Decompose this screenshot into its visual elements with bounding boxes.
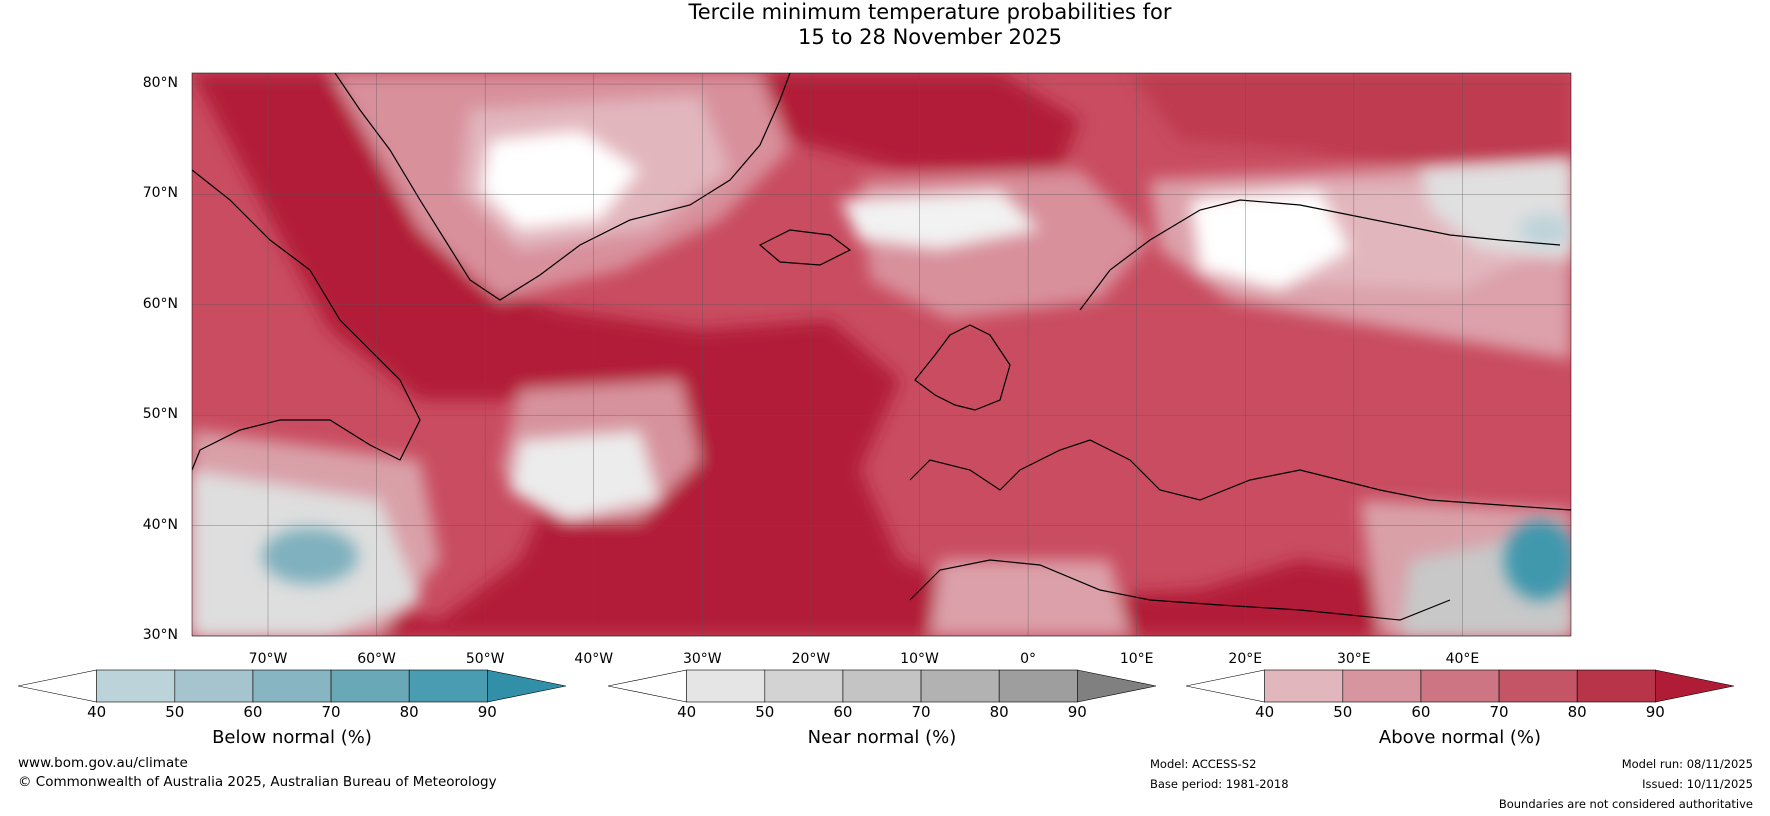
colorbar-segment — [686, 669, 766, 703]
colorbar-tick-label: 70 — [321, 703, 341, 721]
above-strong-zone — [1130, 73, 1571, 170]
near-normal-patch — [510, 430, 660, 520]
colorbar-tick-label: 90 — [1067, 703, 1087, 721]
colorbar-extend-high — [1077, 669, 1157, 703]
greenland-coast — [334, 73, 791, 301]
longitude-label: 30°W — [682, 651, 722, 667]
colorbar-extend-low — [1185, 669, 1265, 703]
longitude-label: 40°E — [1445, 651, 1480, 667]
map-title: Tercile minimum temperature probabilitie… — [0, 0, 1770, 50]
colorbar-tick-label: 50 — [165, 703, 185, 721]
colorbar-segment — [998, 669, 1078, 703]
southern-europe-coast — [909, 439, 1571, 511]
above-moderate-zone — [930, 560, 1130, 636]
colorbar-tick-label: 90 — [477, 703, 497, 721]
above-strong-zone — [192, 73, 1420, 636]
colorbar-extend-low — [17, 669, 97, 703]
colorbar-tick-label: 50 — [1333, 703, 1353, 721]
near-normal-patch — [480, 130, 640, 230]
colorbar-tick-label: 40 — [1255, 703, 1275, 721]
colorbar-tick-label: 60 — [833, 703, 853, 721]
probability-field — [192, 73, 1571, 636]
iceland-coast — [758, 229, 852, 266]
colorbar-segment — [764, 669, 844, 703]
longitude-label: 50°W — [465, 651, 505, 667]
colorbar-tick-label: 40 — [87, 703, 107, 721]
latitude-label: 40°N — [142, 516, 178, 533]
footer-disclaimer: Boundaries are not considered authoritat… — [1498, 797, 1753, 811]
below-normal-patch — [1504, 520, 1571, 600]
near-normal-patch — [840, 190, 1040, 250]
longitude-label: 10°W — [900, 651, 939, 667]
colorbar-tick-label: 80 — [1567, 703, 1587, 721]
longitude-label: 20°W — [791, 651, 831, 667]
colorbar-segment — [1420, 669, 1500, 703]
above-strong-zone — [760, 73, 1080, 170]
north-america-coast — [192, 169, 421, 471]
colorbar-extend-high — [1655, 669, 1735, 703]
colorbar-tick-label: 60 — [243, 703, 263, 721]
north-africa-coast — [909, 559, 1451, 621]
colorbar-tick-label: 80 — [399, 703, 419, 721]
colorbar-segment — [842, 669, 922, 703]
british-isles-coast — [914, 324, 1011, 411]
latitude-label: 60°N — [142, 295, 178, 312]
longitude-label: 60°W — [357, 651, 396, 667]
colorbar-extend-low — [607, 669, 687, 703]
longitude-label: 30°E — [1336, 651, 1371, 667]
latitude-label: 70°N — [142, 185, 178, 202]
colorbar-tick-label: 70 — [911, 703, 931, 721]
longitude-label: 70°W — [248, 651, 288, 667]
map-gridlines — [192, 73, 1571, 637]
colorbar-tick-label: 40 — [677, 703, 697, 721]
title-line-1: Tercile minimum temperature probabilitie… — [688, 0, 1172, 24]
footer-website: www.bom.gov.au/climate — [18, 755, 188, 771]
footer-issued: Issued: 10/11/2025 — [1642, 777, 1753, 791]
colorbar-segment — [96, 669, 176, 703]
footer-copyright: © Commonwealth of Australia 2025, Austra… — [18, 774, 497, 790]
colorbar-tick-label: 60 — [1411, 703, 1431, 721]
colorbar-segment — [1342, 669, 1422, 703]
colorbar-below-normal — [17, 669, 567, 703]
latitude-label: 30°N — [142, 627, 178, 643]
colorbar-segment — [330, 669, 410, 703]
longitude-label: 10°E — [1119, 651, 1154, 667]
colorbar-segment — [408, 669, 488, 703]
colorbar-segment — [920, 669, 1000, 703]
title-line-2: 15 to 28 November 2025 — [798, 25, 1062, 49]
map-frame — [191, 72, 1572, 637]
latitude-label: 80°N — [142, 75, 178, 92]
latitude-label: 50°N — [142, 406, 178, 423]
below-normal-patch — [1519, 214, 1571, 246]
longitude-label: 40°W — [574, 651, 614, 667]
colorbar-segment — [252, 669, 332, 703]
longitude-label: 0° — [1020, 651, 1037, 667]
colorbar-tick-label: 90 — [1645, 703, 1665, 721]
near-normal-patch — [1190, 190, 1350, 290]
colorbar-segment — [174, 669, 254, 703]
below-normal-patch — [262, 528, 358, 584]
colorbar-segment — [1498, 669, 1578, 703]
colorbar-near-normal-title: Near normal (%) — [807, 727, 957, 748]
colorbar-tick-label: 50 — [755, 703, 775, 721]
colorbar-extend-high — [487, 669, 567, 703]
colorbar-tick-label: 70 — [1489, 703, 1509, 721]
coastlines — [192, 73, 1571, 621]
colorbar-above-normal — [1185, 669, 1735, 703]
colorbar-segment — [1576, 669, 1656, 703]
footer-base-period: Base period: 1981-2018 — [1150, 777, 1289, 791]
colorbar-above-normal-title: Above normal (%) — [1378, 727, 1542, 748]
colorbar-below-normal-title: Below normal (%) — [212, 727, 372, 748]
colorbar-tick-label: 80 — [989, 703, 1009, 721]
longitude-label: 20°E — [1228, 651, 1263, 667]
colorbar-segment — [1264, 669, 1344, 703]
footer-model-run: Model run: 08/11/2025 — [1621, 757, 1753, 771]
footer-model: Model: ACCESS-S2 — [1150, 757, 1257, 771]
colorbar-near-normal — [607, 669, 1157, 703]
